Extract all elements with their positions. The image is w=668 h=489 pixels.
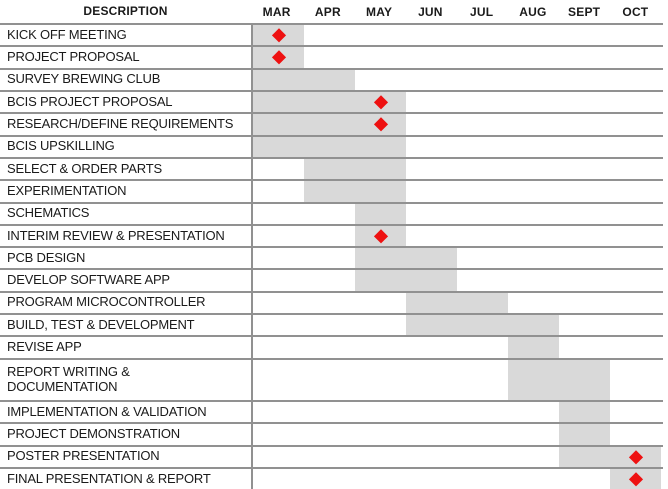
task-timeline [251,47,661,68]
task-duration-bar [406,315,559,336]
task-timeline [251,292,661,314]
task-row: REPORT WRITING & DOCUMENTATION [0,357,663,401]
task-timeline [251,225,661,247]
task-duration-bar [508,337,559,358]
task-row: PCB DESIGN [0,246,663,269]
month-header: OCT [622,4,649,19]
task-row: SELECT & ORDER PARTS [0,156,663,180]
month-header: JUL [469,4,494,19]
month-headers: MAR APR MAY JUN JUL AUG SEPT OCT [251,0,661,23]
task-row: POSTER PRESENTATION [0,444,663,468]
task-timeline [251,25,661,46]
task-row: PROGRAM MICROCONTROLLER [0,290,663,314]
task-duration-bar [355,270,457,291]
task-duration-bar [253,69,355,90]
task-label: PROGRAM MICROCONTROLLER [7,294,206,310]
task-label: RESEARCH/DEFINE REQUIREMENTS [7,115,234,131]
task-row: INTERIM REVIEW & PRESENTATION [0,223,663,247]
task-duration-bar [253,114,406,135]
task-label: BUILD, TEST & DEVELOPMENT [7,316,195,332]
task-timeline [251,270,661,291]
task-duration-bar [304,158,406,180]
task-duration-bar [406,292,508,314]
task-timeline [251,315,661,336]
task-label: SCHEMATICS [7,205,90,221]
task-row: SCHEMATICS [0,201,663,224]
task-timeline [251,181,661,202]
task-label: EXPERIMENTATION [7,182,127,198]
task-row: IMPLEMENTATION & VALIDATION [0,400,663,423]
task-timeline [251,91,661,113]
task-row: BCIS PROJECT PROPOSAL [0,89,663,113]
task-timeline [251,469,661,489]
task-timeline [251,203,661,224]
task-timeline [251,337,661,358]
task-label: IMPLEMENTATION & VALIDATION [7,403,207,419]
task-label: PROJECT PROPOSAL [7,49,140,64]
task-label: BCIS PROJECT PROPOSAL [7,93,173,109]
month-header: SEPT [568,4,601,19]
task-timeline [251,424,661,445]
task-timeline [251,158,661,180]
task-label: BCIS UPSKILLING [7,138,115,154]
month-header: MAY [366,4,393,19]
task-row: RESEARCH/DEFINE REQUIREMENTS [0,112,663,135]
month-header: AUG [519,4,547,19]
task-label: INTERIM REVIEW & PRESENTATION [7,227,225,243]
task-duration-bar [355,248,457,269]
task-label: REVISE APP [7,339,82,355]
task-duration-bar [253,91,406,113]
task-label: REPORT WRITING & DOCUMENTATION [7,363,130,394]
task-label: SURVEY BREWING CLUB [7,71,161,87]
task-row: SURVEY BREWING CLUB [0,67,663,90]
task-row: BCIS UPSKILLING [0,134,663,157]
task-timeline [251,136,661,157]
task-timeline [251,248,661,269]
description-column-header: DESCRIPTION [83,3,168,18]
task-timeline [251,359,661,401]
gantt-rows: KICK OFF MEETING PROJECT PROPOSAL SURVEY… [0,23,663,489]
task-label: FINAL PRESENTATION & REPORT [7,470,211,486]
task-row: PROJECT PROPOSAL [0,45,663,68]
task-row: EXPERIMENTATION [0,179,663,202]
task-row: PROJECT DEMONSTRATION [0,422,663,445]
task-row: FINAL PRESENTATION & REPORT [0,467,663,489]
task-timeline [251,402,661,423]
task-label: PCB DESIGN [7,249,86,265]
task-row: BUILD, TEST & DEVELOPMENT [0,313,663,336]
task-duration-bar [355,203,406,224]
task-label: DEVELOP SOFTWARE APP [7,272,170,288]
task-duration-bar [559,402,610,423]
task-duration-bar [559,424,610,445]
month-header: APR [314,4,341,19]
task-row: REVISE APP [0,335,663,358]
gantt-header-row: DESCRIPTION MAR APR MAY JUN JUL AUG SEPT OCT [0,0,663,23]
month-header: MAR [262,4,291,19]
task-duration-bar [559,446,661,468]
task-duration-bar [253,136,406,157]
task-timeline [251,114,661,135]
task-label: POSTER PRESENTATION [7,448,160,464]
task-timeline [251,69,661,90]
task-label: KICK OFF MEETING [7,26,127,42]
task-label: PROJECT DEMONSTRATION [7,426,180,442]
task-row: DEVELOP SOFTWARE APP [0,268,663,291]
task-duration-bar [304,181,406,202]
task-duration-bar [508,359,610,401]
task-row: KICK OFF MEETING [0,23,663,46]
month-header: JUN [418,4,443,19]
task-timeline [251,446,661,468]
task-label: SELECT & ORDER PARTS [7,160,162,176]
